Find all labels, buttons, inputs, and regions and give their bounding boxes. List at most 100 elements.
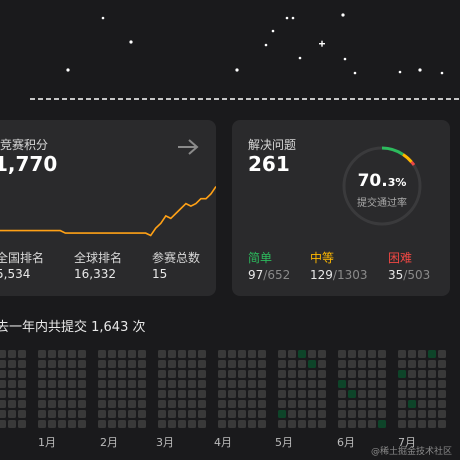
heatmap-cell [308,400,316,408]
heatmap-cell [158,360,166,368]
heatmap-cell [358,350,366,358]
month-label: 7月 [398,436,416,449]
heatmap-cell [98,420,106,428]
month-label: 6月 [337,436,355,449]
stat-label-national-rank: 全国排名 [0,251,45,265]
heatmap-cell [358,380,366,388]
heatmap-cell [418,390,426,398]
heatmap-cell [18,350,26,358]
heatmap-cell [418,350,426,358]
heatmap-cell [78,390,86,398]
heatmap-cell [128,410,136,418]
heatmap-cell [178,410,186,418]
month-label: 4月 [214,436,232,449]
heatmap-cell [0,420,6,428]
heatmap-cell [348,350,356,358]
heatmap-cell [138,420,146,428]
heatmap-cell [108,380,116,388]
heatmap-cell [418,360,426,368]
rating-value: 1,770 [0,152,58,176]
stat-label-contests: 参赛总数 [152,251,201,265]
solved-title: 解决问题 [248,138,297,152]
heatmap-cell [408,370,416,378]
heatmap-cell [228,410,236,418]
heatmap-cell [128,350,136,358]
heatmap-cell [288,390,296,398]
heatmap-cell [258,400,266,408]
difficulty-label-medium: 中等 [310,251,335,265]
heatmap-cell [288,400,296,408]
heatmap-cell [198,390,206,398]
heatmap-cell [108,410,116,418]
heatmap-cell [248,360,256,368]
heatmap-cell [418,380,426,388]
heatmap-cell [118,360,126,368]
heatmap-cell [358,370,366,378]
heatmap-cell [48,380,56,388]
heatmap-cell [368,410,376,418]
heatmap-cell [318,350,326,358]
heatmap-cell [218,350,226,358]
heatmap-cell [368,420,376,428]
heatmap-cell [178,370,186,378]
submission-heatmap [0,350,446,428]
heatmap-cell [368,370,376,378]
heatmap-cell [398,350,406,358]
difficulty-label-hard: 困难 [388,251,413,265]
heatmap-cell [288,370,296,378]
heatmap-cell [298,400,306,408]
month-label: 3月 [156,436,174,449]
heatmap-cell [248,370,256,378]
heatmap-cell [58,360,66,368]
heatmap-cell [188,390,196,398]
heatmap-cell [118,370,126,378]
heatmap-cell [108,390,116,398]
contest-rating-card: 竞赛积分 1,770 全国排名 5,534 全球排名 16,332 参赛总数 1… [0,120,216,296]
heatmap-cell [178,390,186,398]
heatmap-cell [278,400,286,408]
heatmap-cell [218,420,226,428]
heatmap-cell [368,400,376,408]
heatmap-cell [198,350,206,358]
heatmap-cell [228,380,236,388]
month-label: 1月 [38,436,56,449]
heatmap-cell [398,420,406,428]
heatmap-cell [188,400,196,408]
heatmap-cell [68,380,76,388]
heatmap-cell [368,360,376,368]
heatmap-cell [158,370,166,378]
heatmap-cell [38,420,46,428]
heatmap-cell [438,360,446,368]
heatmap-cell [318,420,326,428]
heatmap-cell [238,410,246,418]
heatmap-cell [38,360,46,368]
heatmap-cell [158,380,166,388]
solved-value: 261 [248,152,290,176]
heatmap-cell [198,380,206,388]
heatmap-cell [288,350,296,358]
heatmap-cell [118,380,126,388]
heatmap-cell [8,400,16,408]
heatmap-cell [8,350,16,358]
heatmap-cell [438,390,446,398]
heatmap-cell [238,420,246,428]
heatmap-cell [408,360,416,368]
heatmap-cell [8,370,16,378]
heatmap-cell [18,400,26,408]
heatmap-cell [228,350,236,358]
heatmap-cell [218,360,226,368]
heatmap-cell [158,350,166,358]
heatmap-cell [168,360,176,368]
heatmap-cell [198,410,206,418]
heatmap-cell [338,370,346,378]
heatmap-cell [118,350,126,358]
heatmap-cell [18,360,26,368]
heatmap-cell [258,410,266,418]
stat-value-contests: 15 [152,267,168,281]
heatmap-cell [378,350,386,358]
stat-value-national-rank: 5,534 [0,267,31,281]
arrow-right-icon[interactable] [176,138,200,156]
heatmap-cell [68,400,76,408]
heatmap-cell [428,390,436,398]
heatmap-cell [238,360,246,368]
